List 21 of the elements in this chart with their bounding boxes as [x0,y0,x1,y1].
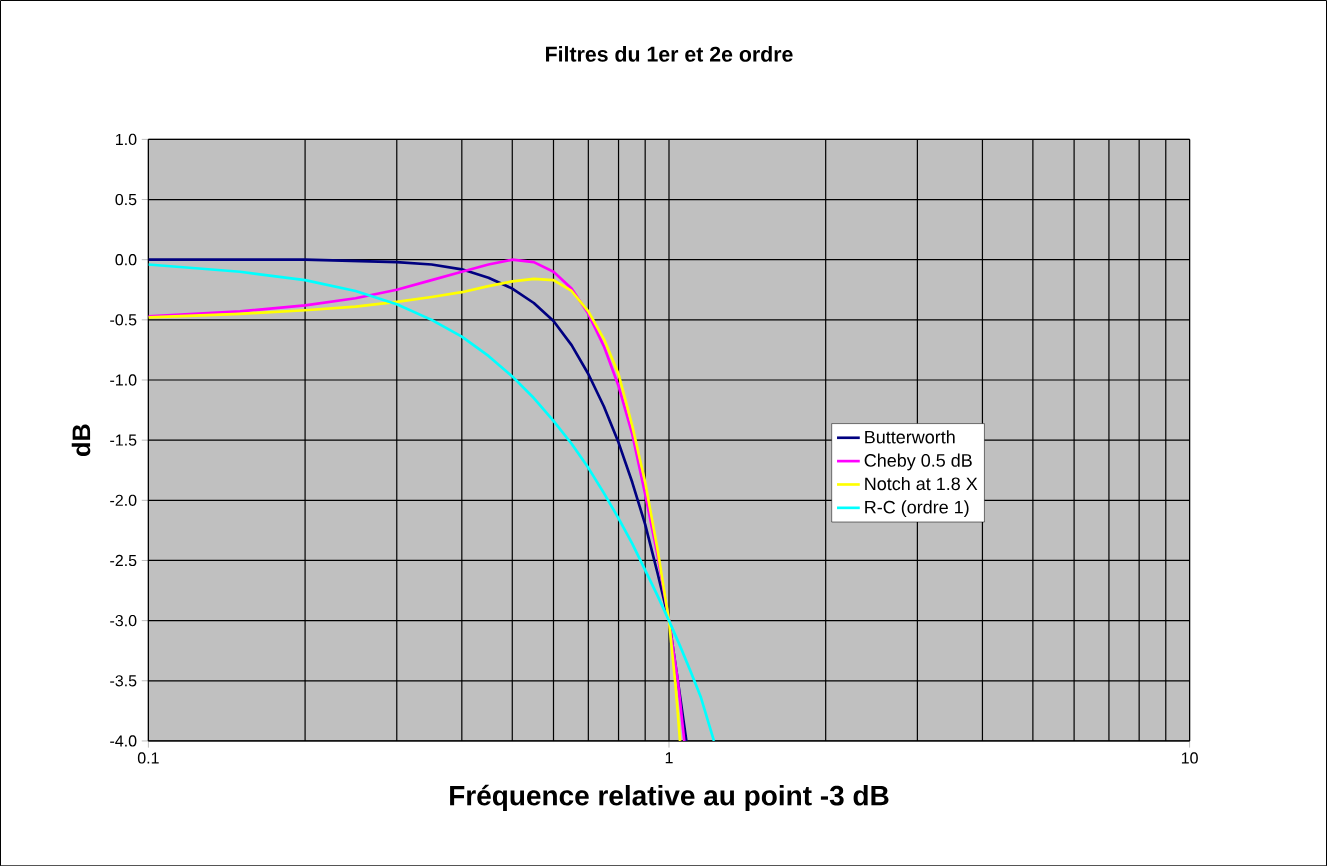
y-tick-label: -4.0 [110,735,137,747]
legend-label: Notch at 1.8 X [865,476,978,490]
x-tick-label: 10 [1181,752,1198,764]
y-tick-label: -3.0 [110,614,137,627]
chart-title: Filtres du 1er et 2e ordre [546,45,793,62]
y-tick-label: -3.5 [110,674,137,687]
y-tick-label: 0.5 [115,193,137,206]
y-tick-label: -1.5 [110,434,137,446]
y-tick-label: 1.0 [116,133,137,145]
y-tick-label: -0.5 [110,314,137,326]
x-tick-label: 0.1 [137,752,159,764]
y-tick-label: 0.0 [115,253,137,266]
y-tick-label: -2.0 [110,494,137,506]
y-tick-label: -1.0 [110,374,137,386]
y-axis-title: dB [71,424,91,456]
x-tick-label: 1 [665,752,673,764]
legend-label: Cheby 0.5 dB [864,453,972,471]
y-tick-label: -2.5 [110,554,137,566]
x-axis-title: Fréquence relative au point -3 dB [450,784,889,811]
legend-label: R-C (ordre 1) [865,500,969,517]
legend-label: Butterworth [865,430,955,444]
